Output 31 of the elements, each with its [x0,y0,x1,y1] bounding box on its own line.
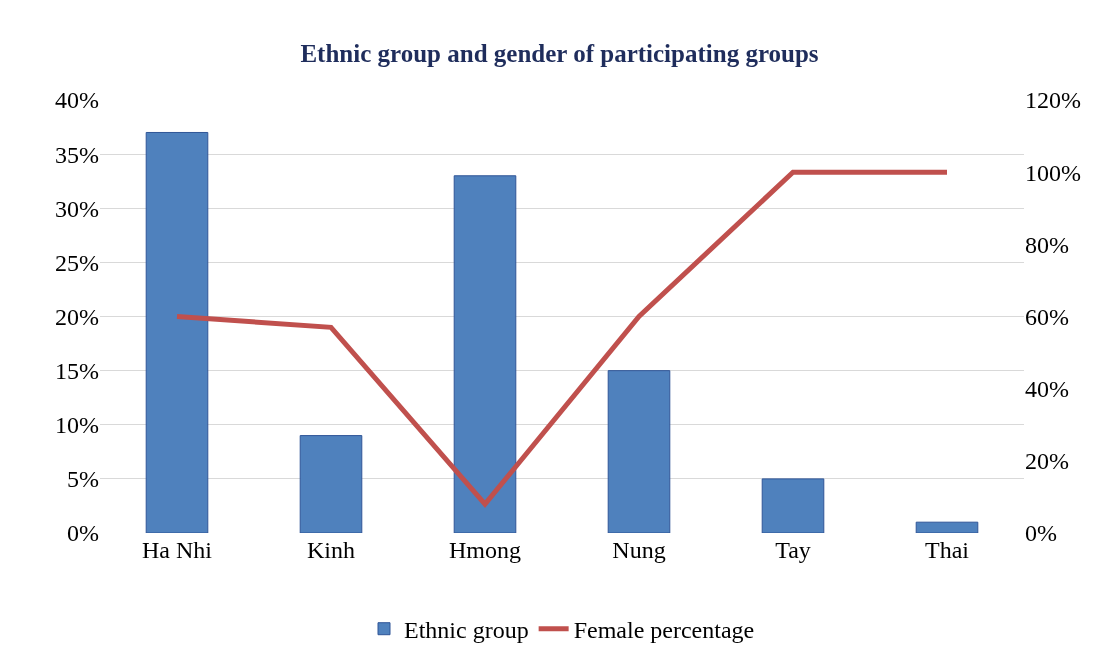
y2-tick-label: 100% [1025,159,1081,186]
x-tick-label: Hmong [449,537,521,563]
legend-label: Ethnic group [404,617,529,644]
y2-tick-label: 120% [1025,87,1081,114]
y-tick-label: 20% [55,303,99,330]
y-tick-label: 25% [55,249,99,276]
x-tick-label: Nung [612,537,666,563]
chart-title: Ethnic group and gender of participating groups [300,39,819,67]
y2-tick-label: 80% [1025,231,1069,258]
y2-tick-label: 40% [1025,376,1069,403]
y-tick-label: 15% [55,358,99,385]
x-tick-label: Kinh [307,537,355,563]
y-tick-label: 5% [67,466,99,493]
x-tick-label: Thai [925,537,970,563]
y-tick-label: 40% [55,87,99,114]
legend-label: Female percentage [573,617,755,644]
y2-tick-label: 20% [1025,448,1069,475]
y2-tick-label: 0% [1025,520,1057,547]
y-tick-label: 35% [55,141,99,168]
y-tick-label: 0% [67,520,99,547]
y-tick-label: 10% [55,412,99,439]
bar [915,521,979,533]
x-tick-label: Tay [775,537,811,563]
y2-tick-label: 60% [1025,303,1069,330]
bar [145,131,209,533]
x-tick-label: Ha Nhi [142,537,213,563]
bar [761,478,825,533]
bar [453,175,517,533]
bar [607,370,671,533]
bar [299,435,363,533]
y-tick-label: 30% [55,195,99,222]
